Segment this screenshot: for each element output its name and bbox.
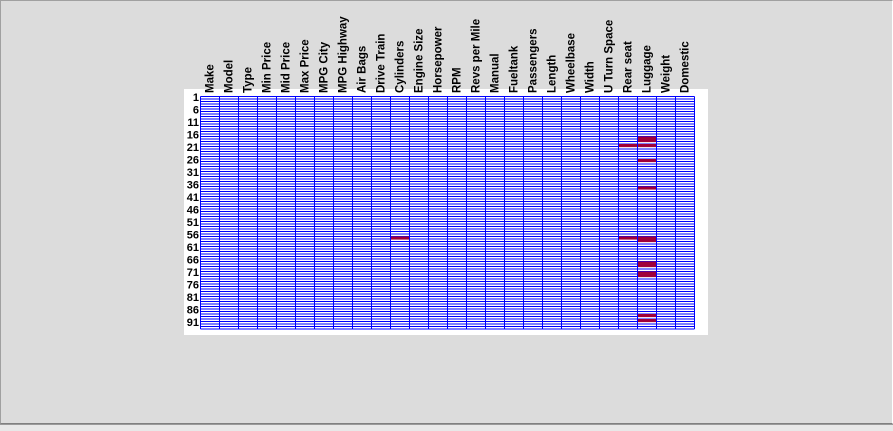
row-label-41: 41 — [187, 192, 199, 204]
column-label-mpg-highway: MPG Highway — [338, 16, 350, 93]
missing-cell-luggage-row-26 — [638, 159, 656, 163]
missing-cell-luggage-row-71 — [638, 271, 656, 275]
row-label-56: 56 — [187, 230, 199, 242]
column-label-manual: Manual — [490, 53, 502, 93]
column-label-horsepower: Horsepower — [433, 26, 445, 93]
window-bottom-edge — [0, 424, 893, 431]
row-label-46: 46 — [187, 205, 199, 217]
missing-cell-luggage-row-37 — [638, 186, 656, 190]
row-label-91: 91 — [187, 317, 199, 329]
row-label-81: 81 — [187, 292, 199, 304]
row-label-51: 51 — [187, 217, 199, 229]
row-label-36: 36 — [187, 180, 199, 192]
column-label-rpm: RPM — [452, 67, 464, 93]
column-label-min-price: Min Price — [262, 42, 274, 93]
missing-cell-luggage-row-18 — [638, 139, 656, 143]
row-label-86: 86 — [187, 305, 199, 317]
row-label-66: 66 — [187, 255, 199, 267]
row-label-26: 26 — [187, 155, 199, 167]
row-label-6: 6 — [193, 105, 199, 117]
missing-cell-luggage-row-20 — [638, 144, 656, 148]
column-label-mid-price: Mid Price — [281, 42, 293, 93]
column-label-drive-train: Drive Train — [376, 34, 388, 93]
missing-cell-luggage-row-90 — [638, 319, 656, 323]
row-label-61: 61 — [187, 242, 199, 254]
missing-cell-luggage-row-67 — [638, 261, 656, 265]
row-label-71: 71 — [187, 267, 199, 279]
column-label-wheelbase: Wheelbase — [566, 33, 578, 93]
row-label-31: 31 — [187, 167, 199, 179]
missing-cell-cylinders-row-57 — [391, 236, 409, 240]
missing-cell-luggage-row-72 — [638, 274, 656, 278]
column-label-passengers: Passengers — [528, 28, 540, 93]
row-label-1: 1 — [193, 92, 199, 104]
column-label-fueltank: Fueltank — [509, 45, 521, 93]
missing-cell-luggage-row-58 — [638, 239, 656, 243]
column-label-weight: Weight — [661, 55, 673, 93]
column-separators-layer — [200, 96, 695, 329]
missing-cell-rear-seat-row-20 — [619, 144, 637, 148]
row-label-76: 76 — [187, 280, 199, 292]
column-labels-layer: Make Model Type Min Price Mid Price Max Price… — [205, 16, 692, 93]
missing-cell-luggage-row-68 — [638, 264, 656, 268]
column-label-model: Model — [224, 60, 236, 93]
row-label-21: 21 — [187, 142, 199, 154]
missing-cell-luggage-row-88 — [638, 314, 656, 318]
column-label-engine-size: Engine Size — [414, 28, 426, 93]
missing-cell-luggage-row-57 — [638, 236, 656, 240]
row-label-16: 16 — [187, 130, 199, 142]
column-label-mpg-city: MPG City — [319, 41, 331, 93]
column-label-make: Make — [205, 64, 217, 93]
column-label-length: Length — [547, 55, 559, 93]
missing-cells-layer — [391, 136, 656, 323]
column-label-revs-per-mile: Revs per Mile — [471, 19, 483, 93]
missing-cell-rear-seat-row-57 — [619, 236, 637, 240]
column-label-width: Width — [585, 61, 597, 93]
column-label-cylinders: Cylinders — [395, 41, 407, 93]
missing-cell-luggage-row-17 — [638, 136, 656, 140]
row-label-11: 11 — [187, 117, 199, 129]
column-label-luggage: Luggage — [642, 45, 654, 93]
column-label-type: Type — [243, 67, 255, 93]
column-label-max-price: Max Price — [300, 39, 312, 93]
column-label-u-turn-space: U Turn Space — [604, 20, 616, 93]
column-label-air-bags: Air Bags — [357, 46, 369, 93]
column-label-domestic: Domestic — [680, 41, 692, 93]
column-label-rear-seat: Rear seat — [623, 41, 635, 93]
